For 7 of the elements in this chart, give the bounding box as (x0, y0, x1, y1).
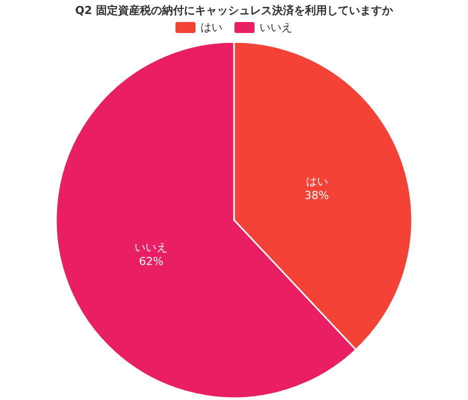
chart-title: Q2 固定資産税の納付にキャッシュレス決済を利用していますか (75, 4, 394, 17)
legend-label: はい (200, 21, 222, 34)
slice-label: いいえ (134, 240, 168, 254)
slice-label: はい (306, 175, 328, 188)
data-label: 62% (139, 254, 164, 268)
data-label: 38% (304, 189, 329, 202)
legend-label: いいえ (260, 21, 292, 34)
